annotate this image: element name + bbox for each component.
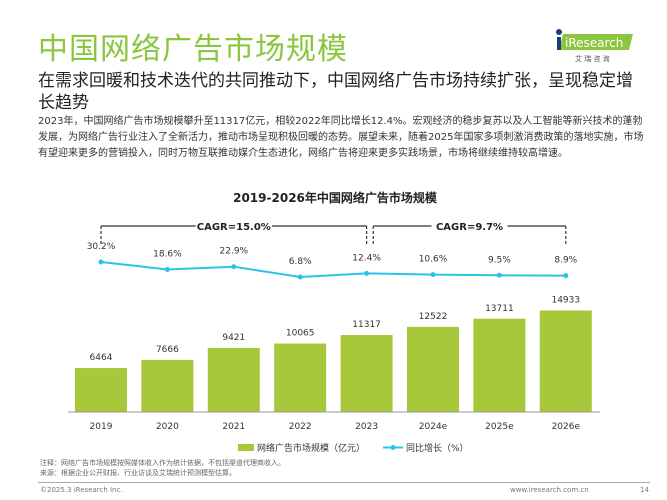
note-line: 注释：网络广告市场规模按照媒体收入作为统计依据，不包括渠道代理商收入。 <box>40 459 285 467</box>
legend: 网络广告市场规模（亿元） 同比增长（%） <box>238 442 469 454</box>
cagr-label: CAGR=15.0% <box>197 222 271 233</box>
footer-divider <box>38 482 650 483</box>
bar-value-label: 14933 <box>551 295 580 305</box>
iresearch-logo: iResearch 艾 瑞 咨 询 <box>556 29 633 63</box>
legend-bar-label: 网络广告市场规模（亿元） <box>257 442 365 454</box>
growth-point <box>98 259 104 265</box>
growth-point <box>297 274 303 280</box>
bar-value-label: 12522 <box>419 312 448 322</box>
logo-text: iResearch <box>565 36 623 50</box>
line-value-label: 30.2% <box>87 242 116 252</box>
bar <box>340 335 393 412</box>
line-value-label: 18.6% <box>153 249 182 259</box>
source-line: 来源：根据企业公开财报、行业访谈及艾瑞统计预测模型估算。 <box>40 469 236 477</box>
bar-value-label: 9421 <box>222 333 245 343</box>
x-tick-label: 2019 <box>90 422 113 432</box>
bar-value-label: 10065 <box>286 329 315 339</box>
page-title: 中国网络广告市场规模 <box>38 32 348 67</box>
growth-line <box>100 261 566 279</box>
x-tick-label: 2023 <box>355 422 378 432</box>
bar <box>141 359 194 412</box>
line-value-label: 10.6% <box>419 255 448 265</box>
cagr-label: CAGR=9.7% <box>436 222 503 233</box>
x-tick-label: 2026e <box>552 422 581 432</box>
bar-value-label: 6464 <box>90 353 113 363</box>
x-tick-label: 2025e <box>485 422 514 432</box>
chart-title: 2019-2026年中国网络广告市场规模 <box>233 190 438 205</box>
growth-point <box>563 273 569 279</box>
line-value-label: 22.9% <box>220 247 249 257</box>
copyright: ©2025.3 iResearch Inc. <box>40 486 123 494</box>
bar <box>274 343 327 412</box>
page-number: 14 <box>640 486 649 494</box>
x-tick-label: 2021 <box>222 422 245 432</box>
bar-value-label: 11317 <box>352 320 381 330</box>
page-subtitle: 在需求回暖和技术迭代的共同推动下，中国网络广告市场持续扩张，呈现稳定增长趋势 <box>38 71 633 113</box>
bar-value-label: 7666 <box>156 345 179 355</box>
body-text: 2023年，中国网络广告市场规模攀升至11317亿元，相较2022年同比增长12… <box>38 116 644 159</box>
bar <box>407 326 459 412</box>
website-link[interactable]: www.iresearch.com.cn <box>510 486 589 494</box>
line-value-label: 9.5% <box>488 255 511 265</box>
logo-sub: 艾 瑞 咨 询 <box>575 54 610 63</box>
bar-value-label: 13711 <box>485 304 514 314</box>
growth-point <box>364 270 370 276</box>
bar <box>473 318 526 412</box>
line-value-label: 6.8% <box>289 257 312 267</box>
growth-point <box>231 264 237 270</box>
legend-bar-swatch <box>238 444 254 451</box>
growth-point <box>430 272 436 278</box>
x-tick-label: 2024e <box>419 422 448 432</box>
growth-point <box>164 266 170 272</box>
bar <box>207 347 260 412</box>
legend-line-label: 同比增长（%） <box>406 442 469 454</box>
bar <box>539 310 592 412</box>
line-value-label: 8.9% <box>554 256 577 266</box>
bar <box>75 368 127 412</box>
notes: 注释：网络广告市场规模按照媒体收入作为统计依据，不包括渠道代理商收入。 来源：根… <box>40 458 285 478</box>
growth-point <box>496 272 502 278</box>
line-value-label: 12.4% <box>352 253 381 263</box>
chart: 2019-2026年中国网络广告市场规模 CAGR=15.0% CAGR=9.7%… <box>68 190 600 454</box>
x-tick-label: 2022 <box>289 422 312 432</box>
x-tick-label: 2020 <box>156 422 179 432</box>
